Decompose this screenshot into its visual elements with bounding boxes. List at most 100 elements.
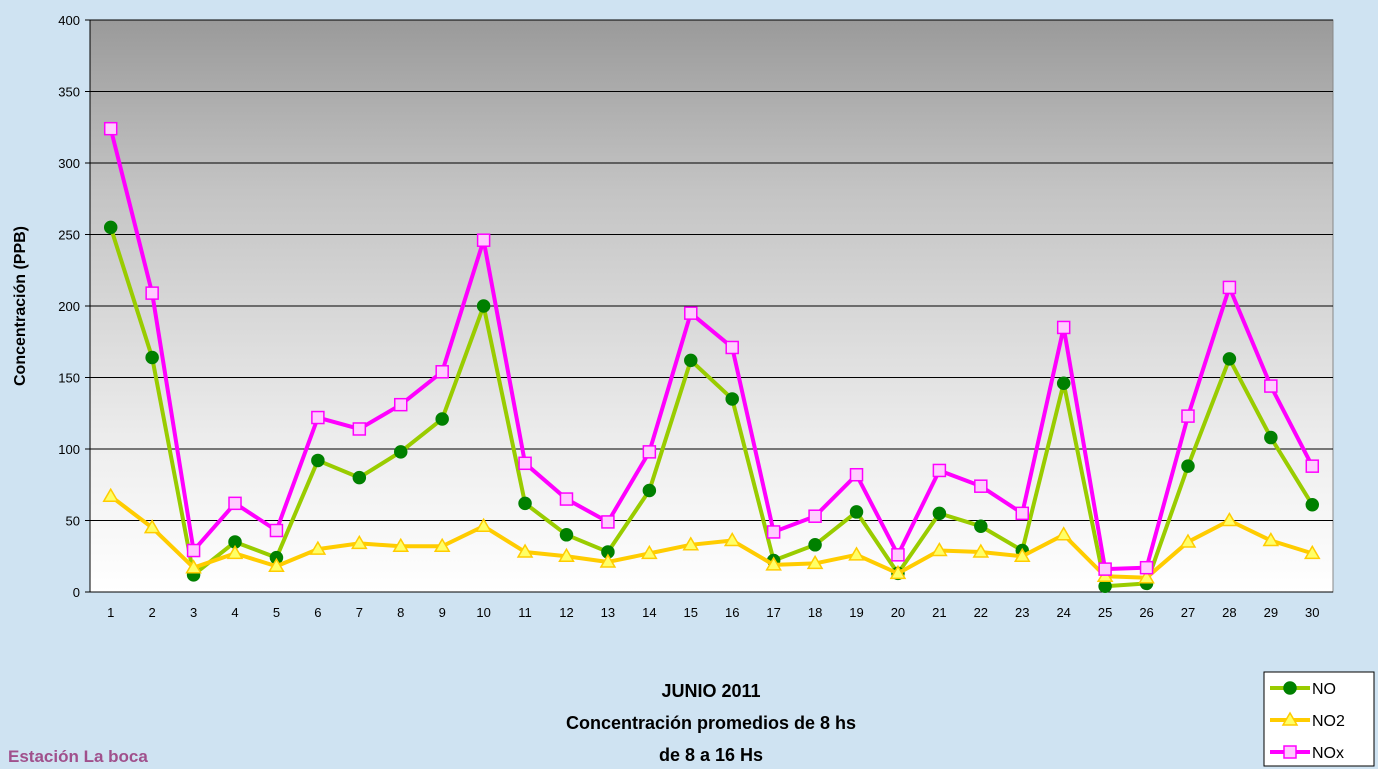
legend-label: NO <box>1312 681 1336 698</box>
x-tick-label: 26 <box>1139 605 1153 620</box>
x-tick-label: 22 <box>974 605 988 620</box>
marker <box>1099 580 1111 592</box>
marker <box>353 423 365 435</box>
chart-title: Concentración promedios de 8 hs <box>566 713 856 733</box>
marker <box>809 510 821 522</box>
marker <box>1182 460 1194 472</box>
marker <box>809 539 821 551</box>
x-tick-label: 1 <box>107 605 114 620</box>
marker <box>933 464 945 476</box>
y-tick-label: 350 <box>58 85 80 100</box>
x-tick-label: 6 <box>314 605 321 620</box>
marker <box>851 506 863 518</box>
marker <box>1306 499 1318 511</box>
x-tick-label: 13 <box>601 605 615 620</box>
annotation: Estación La boca <box>8 747 148 766</box>
x-tick-label: 27 <box>1181 605 1195 620</box>
x-tick-label: 24 <box>1056 605 1070 620</box>
x-tick-label: 3 <box>190 605 197 620</box>
x-tick-label: 16 <box>725 605 739 620</box>
marker <box>312 412 324 424</box>
x-tick-label: 9 <box>439 605 446 620</box>
marker <box>1306 460 1318 472</box>
x-tick-label: 28 <box>1222 605 1236 620</box>
marker <box>851 469 863 481</box>
x-tick-label: 15 <box>684 605 698 620</box>
marker <box>726 393 738 405</box>
chart-title: JUNIO 2011 <box>661 681 760 701</box>
x-tick-label: 25 <box>1098 605 1112 620</box>
x-tick-label: 11 <box>518 605 532 620</box>
marker <box>1058 377 1070 389</box>
y-tick-label: 0 <box>73 585 80 600</box>
legend-label: NOx <box>1312 745 1344 762</box>
x-tick-label: 29 <box>1264 605 1278 620</box>
marker <box>105 123 117 135</box>
x-tick-label: 20 <box>891 605 905 620</box>
x-tick-label: 14 <box>642 605 656 620</box>
marker <box>1182 410 1194 422</box>
x-tick-label: 5 <box>273 605 280 620</box>
marker <box>1284 682 1296 694</box>
x-tick-label: 23 <box>1015 605 1029 620</box>
marker <box>395 446 407 458</box>
y-axis-label: Concentración (PPB) <box>12 226 29 386</box>
chart: Concentración (PPB) JUNIO 2011 Concentra… <box>0 0 1378 769</box>
marker <box>1016 507 1028 519</box>
legend-label: NO2 <box>1312 713 1345 730</box>
x-tick-label: 12 <box>559 605 573 620</box>
y-tick-label: 400 <box>58 13 80 28</box>
marker <box>933 507 945 519</box>
marker <box>353 472 365 484</box>
marker <box>1223 353 1235 365</box>
marker <box>975 480 987 492</box>
marker <box>519 497 531 509</box>
marker <box>395 399 407 411</box>
marker <box>685 307 697 319</box>
marker <box>643 484 655 496</box>
marker <box>436 413 448 425</box>
x-tick-label: 10 <box>476 605 490 620</box>
marker <box>312 454 324 466</box>
marker <box>1099 563 1111 575</box>
y-tick-label: 300 <box>58 156 80 171</box>
x-tick-label: 7 <box>356 605 363 620</box>
y-tick-label: 50 <box>66 514 80 529</box>
marker <box>1223 281 1235 293</box>
x-tick-label: 30 <box>1305 605 1319 620</box>
x-tick-label: 19 <box>849 605 863 620</box>
marker <box>726 341 738 353</box>
marker <box>478 234 490 246</box>
y-tick-label: 250 <box>58 228 80 243</box>
marker <box>478 300 490 312</box>
marker <box>436 366 448 378</box>
marker <box>146 287 158 299</box>
marker <box>146 351 158 363</box>
marker <box>1265 380 1277 392</box>
marker <box>892 549 904 561</box>
marker <box>768 526 780 538</box>
y-tick-label: 150 <box>58 371 80 386</box>
marker <box>270 525 282 537</box>
marker <box>1284 746 1296 758</box>
marker <box>229 497 241 509</box>
marker <box>560 529 572 541</box>
marker <box>105 221 117 233</box>
y-tick-label: 100 <box>58 442 80 457</box>
marker <box>975 520 987 532</box>
x-tick-label: 8 <box>397 605 404 620</box>
marker <box>685 354 697 366</box>
x-tick-label: 17 <box>766 605 780 620</box>
x-tick-label: 21 <box>932 605 946 620</box>
marker <box>560 493 572 505</box>
y-tick-label: 200 <box>58 299 80 314</box>
marker <box>643 446 655 458</box>
marker <box>188 545 200 557</box>
chart-title: de 8 a 16 Hs <box>659 745 763 765</box>
marker <box>1058 321 1070 333</box>
marker <box>602 516 614 528</box>
marker <box>1141 562 1153 574</box>
marker <box>1265 432 1277 444</box>
marker <box>519 457 531 469</box>
x-tick-label: 18 <box>808 605 822 620</box>
